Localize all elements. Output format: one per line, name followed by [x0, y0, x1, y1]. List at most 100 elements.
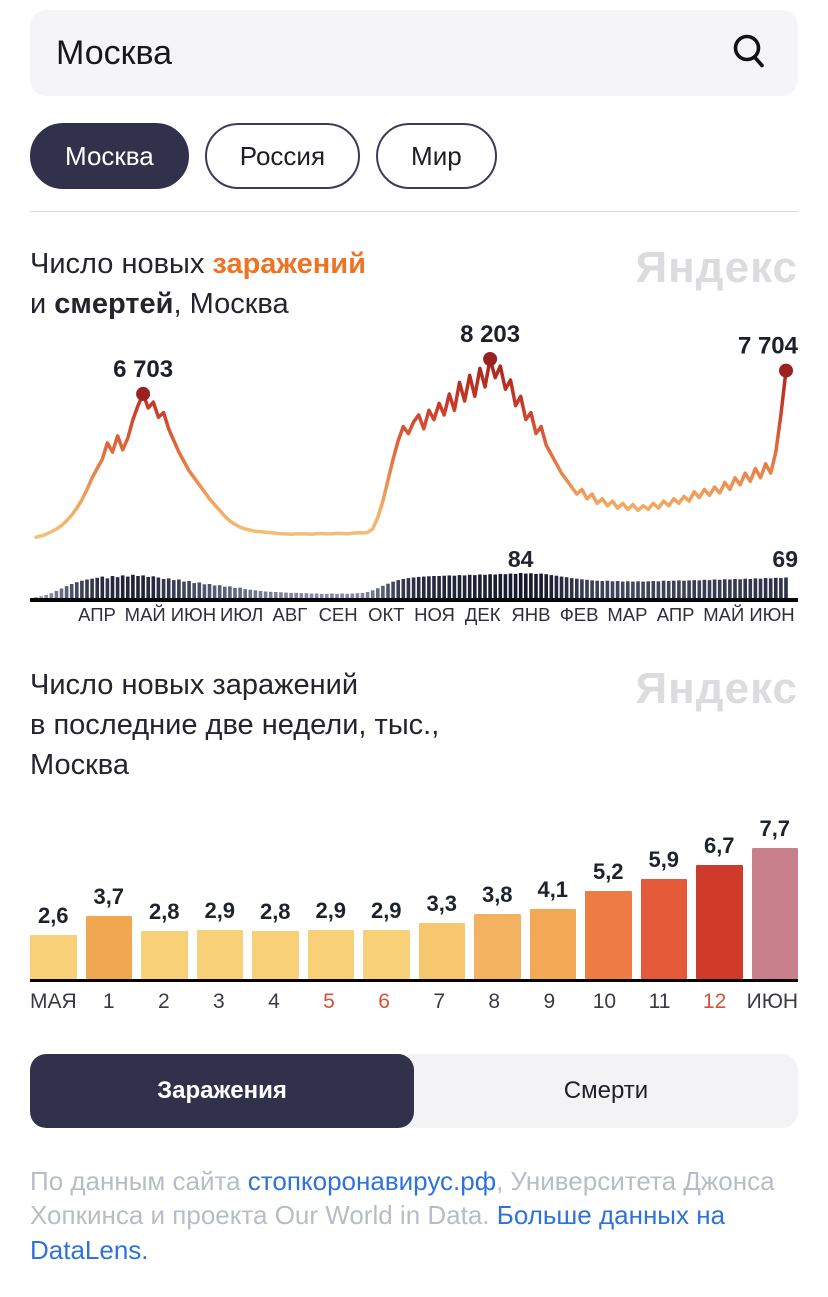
datalens-link[interactable]: Больше данных на DataLens.: [30, 1200, 726, 1265]
deaths-bar: [687, 580, 691, 599]
month-tick-label: АПР: [657, 604, 695, 625]
infections-line: [34, 357, 788, 539]
bar-value-label: 2,9: [204, 898, 236, 924]
bar-value-label: 2,8: [148, 899, 180, 925]
month-tick-label: СЕН: [319, 604, 358, 625]
bar-column: 5,2: [585, 859, 632, 980]
yandex-watermark: Яндекс: [635, 243, 798, 292]
deaths-bar: [682, 580, 686, 599]
deaths-bar: [49, 593, 54, 599]
chart2-title: Число новых заражений в последние две не…: [30, 665, 439, 785]
day-tick-label: 10: [592, 990, 617, 1014]
deaths-bar: [64, 586, 69, 599]
deaths-bar: [177, 579, 181, 599]
deaths-bar: [738, 579, 742, 599]
bar-column: 2,6: [30, 903, 77, 980]
day-tick-label: 3: [213, 990, 225, 1014]
deaths-bar: [263, 591, 268, 599]
search-input[interactable]: Москва: [30, 10, 798, 96]
deaths-bar: [549, 575, 554, 599]
day-tick-label: 1: [102, 990, 115, 1014]
filter-pills: Москва Россия Мир: [30, 123, 798, 189]
chart1-title-infections: заражений: [212, 248, 366, 280]
data-source-note: По данным сайта стопкоронавирус.рф, Унив…: [30, 1164, 798, 1267]
daily-infections-bar: [196, 930, 243, 980]
month-tick-label: ИЮЛ: [220, 604, 263, 625]
deaths-bar: [610, 581, 615, 599]
day-tick-label: 2: [157, 990, 170, 1014]
chart2-title-line2: в последние две недели, тыс.,: [30, 709, 440, 742]
deaths-bar: [284, 592, 288, 599]
day-tick-label: ИЮН: [746, 990, 799, 1014]
deaths-bar: [723, 579, 727, 599]
deaths-bar: [381, 585, 385, 599]
deaths-bar: [666, 581, 671, 599]
deaths-bar: [289, 592, 293, 599]
deaths-bar: [34, 597, 38, 599]
bar-column: 3,8: [474, 882, 521, 980]
filter-pill-russia[interactable]: Россия: [204, 123, 361, 189]
month-tick-label: НОЯ: [414, 604, 455, 625]
deaths-bar: [467, 574, 472, 599]
deaths-bar: [600, 581, 605, 599]
deaths-bar: [105, 578, 110, 599]
chart1-title: Число новых заражений и смертей, Москва: [30, 244, 366, 324]
filter-pill-moscow[interactable]: Москва: [30, 123, 189, 189]
deaths-bar: [207, 584, 212, 599]
deaths-bar: [146, 576, 150, 599]
daily-infections-bar: [307, 930, 354, 980]
daily-infections-bar: [363, 930, 410, 980]
deaths-bar: [748, 579, 753, 599]
deaths-bar: [580, 579, 584, 599]
toggle-infections[interactable]: Заражения: [30, 1054, 414, 1129]
deaths-bar: [595, 580, 599, 599]
bar-column: 2,9: [363, 898, 410, 980]
peak-dot: [136, 386, 151, 401]
daily-infections-bar: [418, 923, 465, 980]
deaths-bar: [529, 573, 533, 599]
deaths-value-label: 84: [508, 546, 534, 572]
deaths-bar: [325, 593, 329, 599]
filter-pill-world[interactable]: Мир: [376, 123, 497, 189]
daily-infections-bar: [585, 891, 632, 980]
bar-column: 2,9: [307, 898, 354, 980]
bar-value-label: 2,6: [37, 903, 69, 929]
search-icon[interactable]: [728, 31, 772, 75]
month-tick-label: ФЕВ: [560, 604, 599, 625]
deaths-bar: [590, 580, 594, 599]
deaths-bar: [126, 576, 130, 599]
day-tick-label: 5: [323, 990, 335, 1014]
deaths-bar: [223, 586, 227, 599]
deaths-bar: [544, 574, 548, 599]
deaths-bar: [442, 575, 446, 599]
divider: [30, 211, 798, 212]
deaths-bar: [406, 578, 411, 599]
deaths-bar: [672, 580, 676, 599]
deaths-bar: [309, 593, 314, 599]
deaths-bar: [233, 587, 237, 599]
month-tick-label: ОКТ: [368, 604, 404, 625]
deaths-bar: [268, 591, 273, 599]
toggle-deaths[interactable]: Смерти: [414, 1054, 798, 1128]
deaths-bar: [462, 575, 467, 599]
daily-infections-bar: [85, 916, 132, 980]
deaths-bar: [304, 593, 309, 599]
deaths-bar: [370, 590, 375, 599]
deaths-bar: [258, 590, 263, 599]
daily-infections-bar: [529, 909, 576, 980]
deaths-bar: [427, 576, 431, 599]
bar-column: 7,7: [751, 816, 798, 980]
month-tick-label: АВГ: [273, 604, 308, 625]
deaths-bar: [457, 575, 462, 599]
deaths-bar: [508, 573, 513, 599]
deaths-bar: [416, 576, 421, 599]
deaths-bar: [473, 575, 477, 599]
deaths-bar: [534, 573, 538, 599]
deaths-bar: [753, 578, 758, 599]
bar-value-label: 2,9: [315, 898, 347, 924]
chart2-title-line3: Москва: [30, 749, 130, 782]
bar-value-label: 5,9: [648, 847, 680, 873]
stopcoronavirus-link[interactable]: стопкоронавирус.рф: [247, 1166, 497, 1197]
deaths-bar: [85, 579, 89, 599]
